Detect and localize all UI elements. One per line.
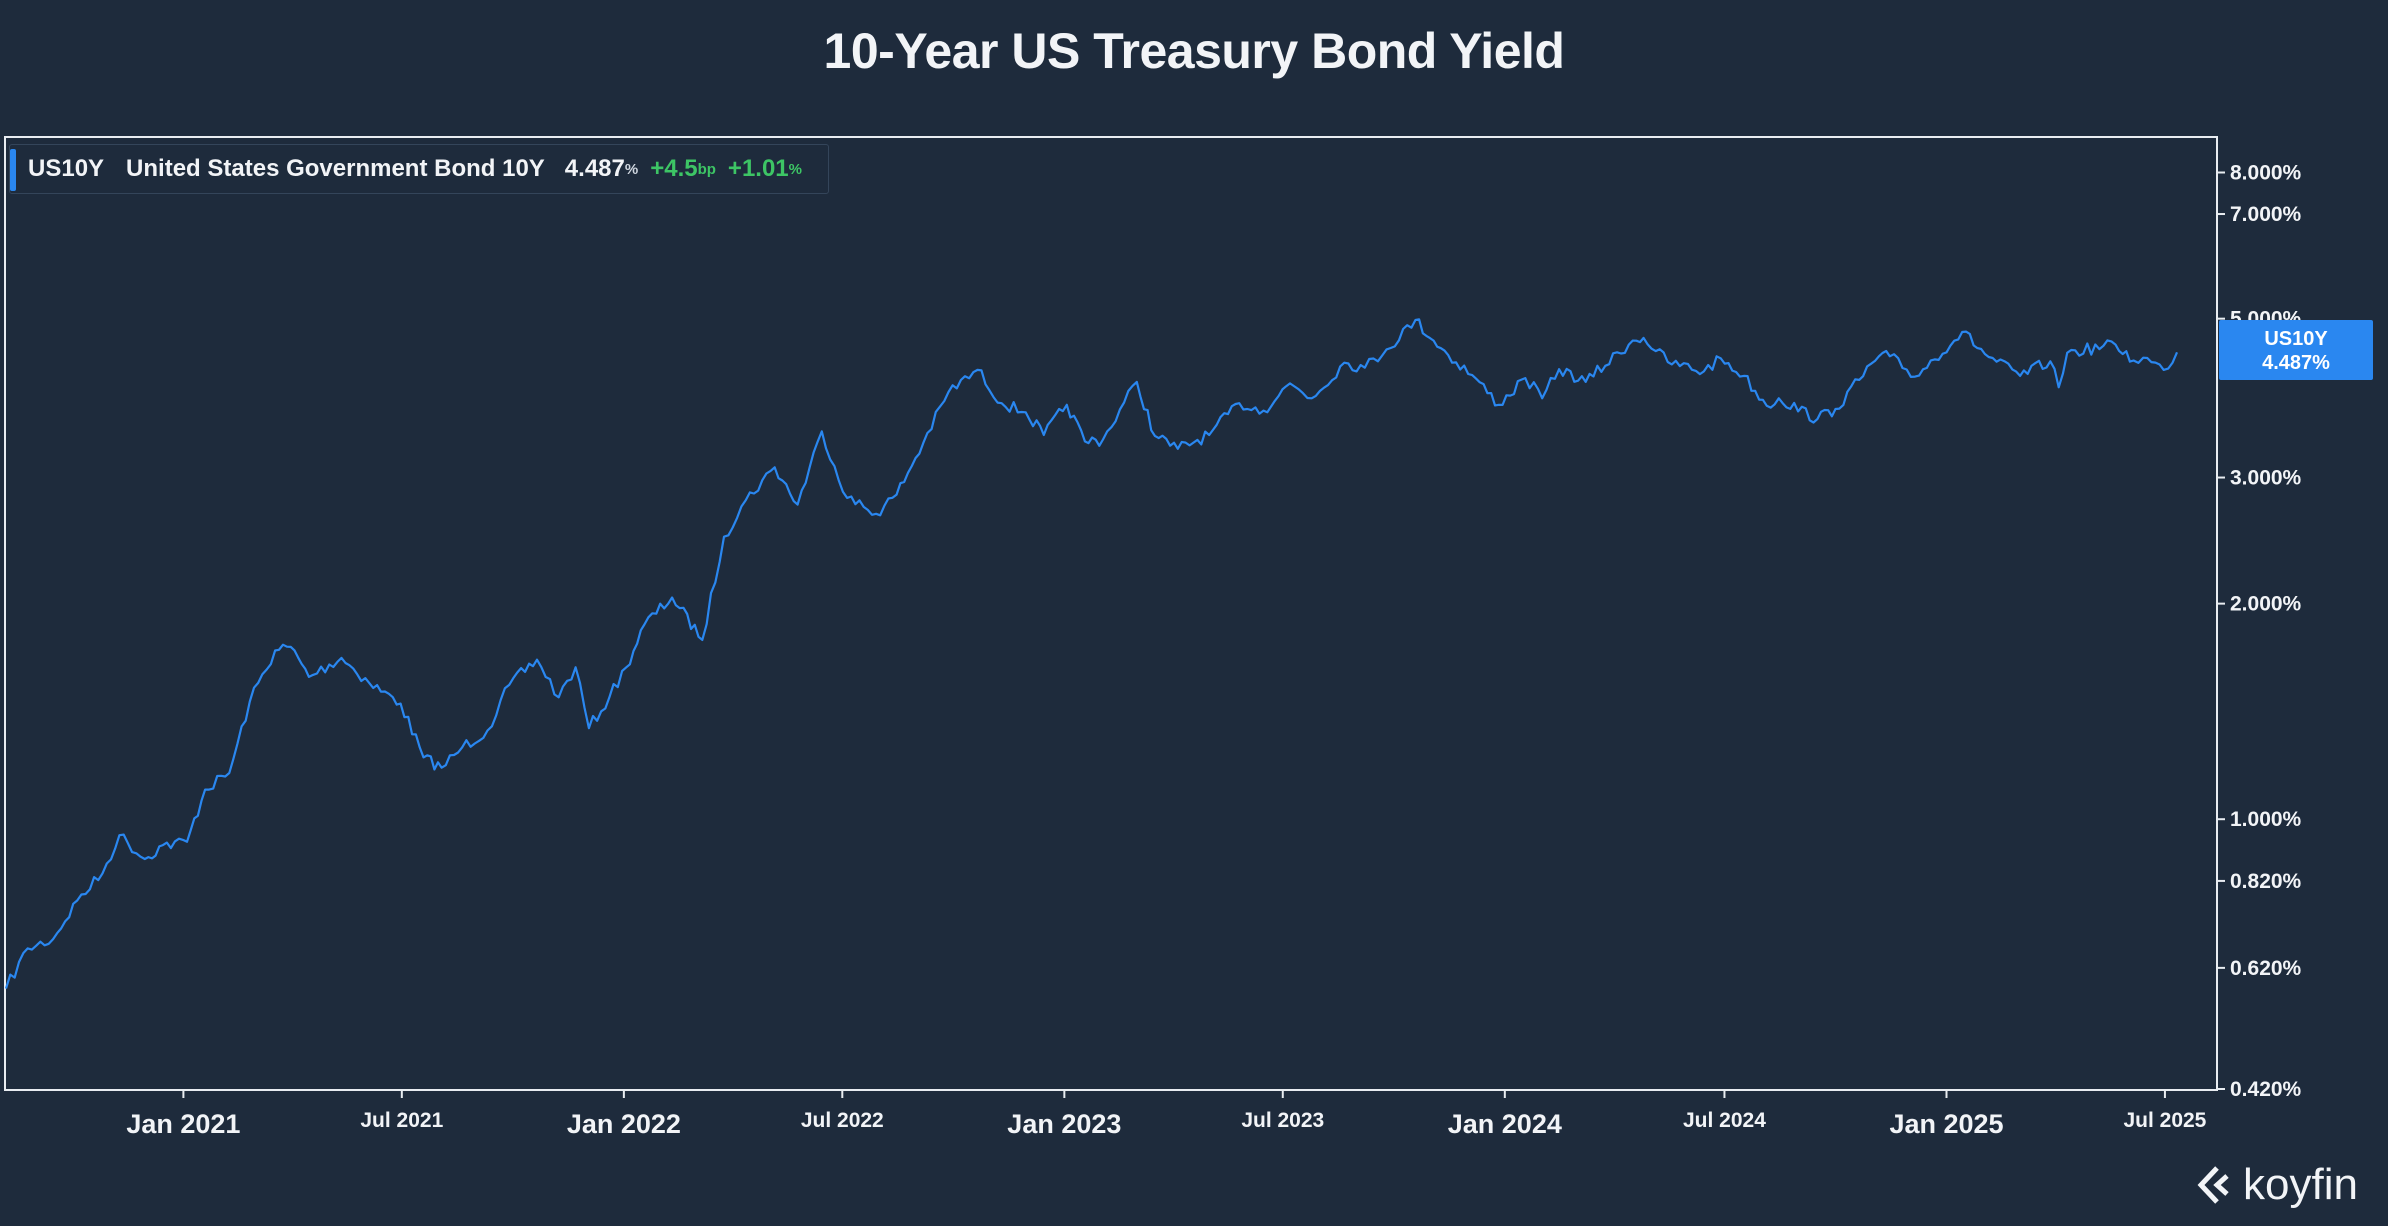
x-tick-label-4: Jan 2023 bbox=[1007, 1109, 1121, 1139]
plot-area-frame bbox=[4, 136, 2218, 1091]
y-tick-label-0: 8.000% bbox=[2230, 161, 2302, 184]
legend-change-pct: +1.01 bbox=[727, 155, 789, 182]
x-tick-label-1: Jul 2021 bbox=[360, 1109, 443, 1132]
series-line-us10y bbox=[4, 318, 2179, 989]
x-tick-label-8: Jan 2025 bbox=[1889, 1109, 2003, 1139]
x-tick-label-0: Jan 2021 bbox=[126, 1109, 240, 1139]
y-tick-label-7: 0.620% bbox=[2230, 957, 2302, 980]
series-legend[interactable]: US10Y United States Government Bond 10Y … bbox=[9, 144, 829, 194]
legend-series-name: United States Government Bond 10Y bbox=[126, 155, 545, 182]
legend-color-bar bbox=[10, 149, 16, 191]
last-price-tag: US10Y 4.487% bbox=[2219, 320, 2373, 380]
y-tick-label-1: 7.000% bbox=[2230, 203, 2302, 226]
y-tick-label-8: 0.420% bbox=[2230, 1078, 2302, 1101]
x-tick-label-6: Jan 2024 bbox=[1448, 1109, 1562, 1139]
y-tick-label-6: 0.820% bbox=[2230, 870, 2302, 893]
koyfin-logo-text: koyfin bbox=[2243, 1160, 2358, 1209]
legend-change-pct-unit: % bbox=[788, 160, 802, 178]
page-title: 10-Year US Treasury Bond Yield bbox=[823, 23, 1565, 79]
x-tick-label-5: Jul 2023 bbox=[1241, 1109, 1324, 1132]
last-price-tag-ticker: US10Y bbox=[2264, 328, 2328, 350]
y-tick-label-4: 2.000% bbox=[2230, 593, 2302, 616]
legend-value-unit: % bbox=[624, 160, 639, 178]
x-tick-label-7: Jul 2024 bbox=[1683, 1109, 1766, 1132]
koyfin-logo: koyfin bbox=[2193, 1160, 2358, 1210]
legend-ticker: US10Y bbox=[28, 155, 105, 182]
x-axis: Jan 2021 Jul 2021 Jan 2022 Jul 2022 Jan 2023… bbox=[126, 1090, 2207, 1139]
x-tick-label-3: Jul 2022 bbox=[801, 1109, 884, 1132]
koyfin-chevron-icon bbox=[2197, 1166, 2229, 1204]
last-price-tag-value: 4.487% bbox=[2262, 352, 2330, 374]
x-tick-label-2: Jan 2022 bbox=[567, 1109, 681, 1139]
legend-change-bp: +4.5 bbox=[650, 155, 698, 182]
x-tick-label-9: Jul 2025 bbox=[2123, 1109, 2206, 1132]
y-axis: 8.000%7.000%5.000%3.000%2.000%1.000%0.82… bbox=[2217, 161, 2302, 1101]
y-tick-label-3: 3.000% bbox=[2230, 467, 2302, 490]
y-tick-label-5: 1.000% bbox=[2230, 808, 2302, 831]
legend-change-bp-unit: bp bbox=[697, 160, 716, 178]
legend-value: 4.487 bbox=[564, 155, 625, 182]
